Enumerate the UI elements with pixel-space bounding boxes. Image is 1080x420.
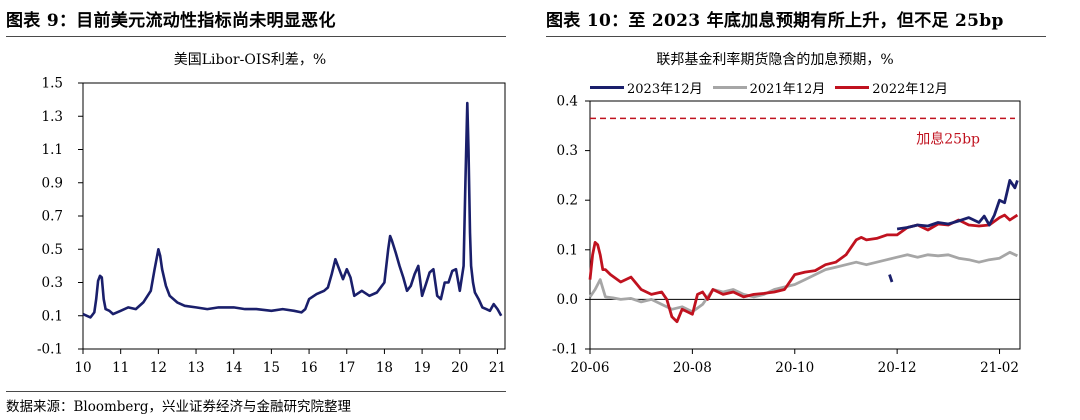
chart-rate-hike-expectations: 联邦基金利率期货隐含的加息预期，% -0.1 0.0 0.1 0.2 0.3 0.4 20-0…: [552, 51, 1021, 376]
chart-title: 联邦基金利率期货隐含的加息预期，%: [656, 51, 893, 68]
x-tick-label: 16: [300, 360, 317, 376]
plot-frame: [589, 100, 1021, 350]
x-tick-label: 21: [489, 360, 506, 376]
y-tick-label: 0.3: [42, 275, 63, 291]
legend-swatch-2023-dec: [590, 86, 624, 89]
y-tick-label: 0.4: [557, 94, 578, 110]
x-tick-label: 18: [376, 360, 393, 376]
x-tick-label: 20: [451, 360, 468, 376]
x-tick-label: 13: [187, 360, 204, 376]
y-tick-label: 0.0: [557, 292, 578, 308]
y-tick-label: 0.1: [42, 308, 63, 324]
y-tick-label: 1.3: [42, 109, 63, 125]
figure-panel-left: 图表 9：目前美元流动性指标尚未明显恶化 美国Libor-OIS利差，% -0.1…: [0, 0, 520, 420]
legend-swatch-2021-dec: [712, 86, 747, 89]
title-rule-left: [6, 36, 506, 37]
title-rule-right: [546, 36, 1046, 37]
figure-title-left: 图表 9：目前美元流动性指标尚未明显恶化: [6, 11, 336, 31]
chart-title: 美国Libor-OIS利差，%: [174, 52, 327, 68]
x-tick-label: 15: [263, 360, 280, 376]
y-tick-label: 0.5: [42, 242, 63, 258]
source-note-left: 数据来源：Bloomberg，兴业证券经济与金融研究院整理: [6, 399, 352, 415]
figure-title-right: 图表 10：至 2023 年底加息预期有所上升，但不足 25bp: [546, 11, 1004, 31]
y-tick-label: -0.1: [552, 342, 578, 358]
x-tick-label: 20-10: [775, 360, 814, 376]
chart-libor-ois: 美国Libor-OIS利差，% -0.1 0.1 0.3 0.5 0.7 0.9 1.1 1.3…: [37, 52, 506, 376]
x-tick-label: 21-02: [980, 360, 1019, 376]
y-tick-label: 0.2: [557, 193, 578, 209]
legend-item-2023-dec: 2023年12月: [590, 78, 703, 97]
y-tick-label: 1.5: [42, 76, 63, 92]
series-line-libor-ois: [82, 101, 503, 319]
y-tick-label: 0.1: [557, 242, 578, 258]
legend-label-2023-dec: 2023年12月: [627, 82, 703, 97]
x-tick-label: 19: [414, 360, 431, 376]
series-line-2023-dec: [888, 274, 894, 283]
series-line-2021-dec: [588, 250, 1018, 314]
plot-frame: [82, 82, 506, 350]
x-tick-label: 17: [338, 360, 355, 376]
y-tick-label: 0.3: [557, 143, 578, 159]
legend-label-2021-dec: 2021年12月: [749, 82, 826, 97]
legend-label-2022-dec: 2022年12月: [872, 82, 948, 97]
x-tick-label: 14: [225, 360, 242, 376]
legend-item-2022-dec: 2022年12月: [835, 78, 948, 97]
x-tick-label: 20-06: [571, 360, 610, 376]
series-line-2023-dec: [896, 179, 1019, 231]
figure-panel-right: 图表 10：至 2023 年底加息预期有所上升，但不足 25bp 联邦基金利率期…: [540, 0, 1060, 420]
y-tick-label: 0.7: [42, 209, 63, 225]
y-tick-label: -0.1: [37, 342, 63, 358]
legend-item-2021-dec: 2021年12月: [712, 78, 826, 97]
chart-legend: 2023年12月 2021年12月 2022年12月: [590, 78, 948, 97]
x-tick-label: 12: [150, 360, 167, 376]
x-tick-label: 10: [74, 360, 91, 376]
x-tick-label: 20-12: [878, 360, 917, 376]
x-tick-label: 11: [112, 360, 129, 376]
annotation-25bp: 加息25bp: [916, 130, 980, 147]
y-tick-label: 1.1: [42, 142, 63, 158]
y-tick-label: 0.9: [42, 175, 63, 191]
bottom-rule-left: [6, 391, 506, 392]
legend-swatch-2022-dec: [835, 86, 870, 89]
series-line-2022-dec: [588, 213, 1019, 324]
x-tick-label: 20-08: [673, 360, 712, 376]
